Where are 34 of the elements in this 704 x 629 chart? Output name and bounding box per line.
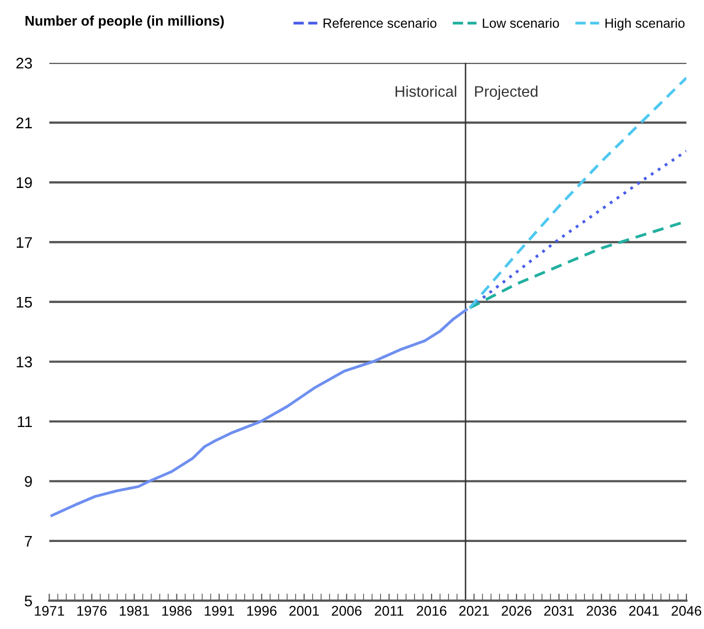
x-tick-label: 1971: [34, 606, 64, 616]
x-tick-label: 2001: [289, 606, 319, 616]
y-tick-label: 13: [16, 356, 32, 368]
x-tick-label: 2011: [374, 606, 404, 616]
y-tick-label: 9: [24, 476, 32, 487]
x-tick-label: 2041: [629, 606, 659, 616]
y-tick-label: 5: [24, 596, 32, 606]
legend-label: Low scenario: [482, 18, 560, 28]
y-tick-label: 7: [24, 536, 32, 546]
x-tick-label: 2021: [459, 606, 489, 616]
x-tick-label: 2006: [332, 606, 362, 616]
y-tick-label: 21: [16, 118, 32, 128]
legend-label: High scenario: [606, 18, 685, 30]
y-tick-label: 11: [18, 416, 32, 427]
y-tick-label: 17: [16, 237, 32, 248]
x-tick-label: 1981: [120, 606, 149, 616]
x-tick-label: 2036: [586, 606, 616, 616]
x-tick-label: 2026: [502, 606, 532, 616]
y-axis-title: Number of people (in millions): [26, 16, 224, 28]
y-tick-label: 15: [16, 296, 32, 308]
x-tick-label: 1976: [77, 606, 107, 616]
x-tick-label: 2016: [416, 606, 446, 616]
y-tick-label: 19: [16, 177, 32, 188]
line-series: [50, 308, 468, 517]
annotation: Projected: [475, 86, 538, 100]
x-tick-label: 2046: [672, 606, 702, 616]
y-tick-label: 23: [16, 58, 32, 69]
x-tick-label: 1986: [162, 606, 192, 616]
x-tick-label: 2031: [544, 606, 574, 616]
line-series: [468, 76, 686, 310]
annotation: Historical: [396, 86, 456, 97]
x-tick-label: 1991: [204, 606, 234, 616]
x-tick-label: 1996: [247, 606, 276, 616]
legend-label: Reference scenario: [324, 18, 436, 28]
